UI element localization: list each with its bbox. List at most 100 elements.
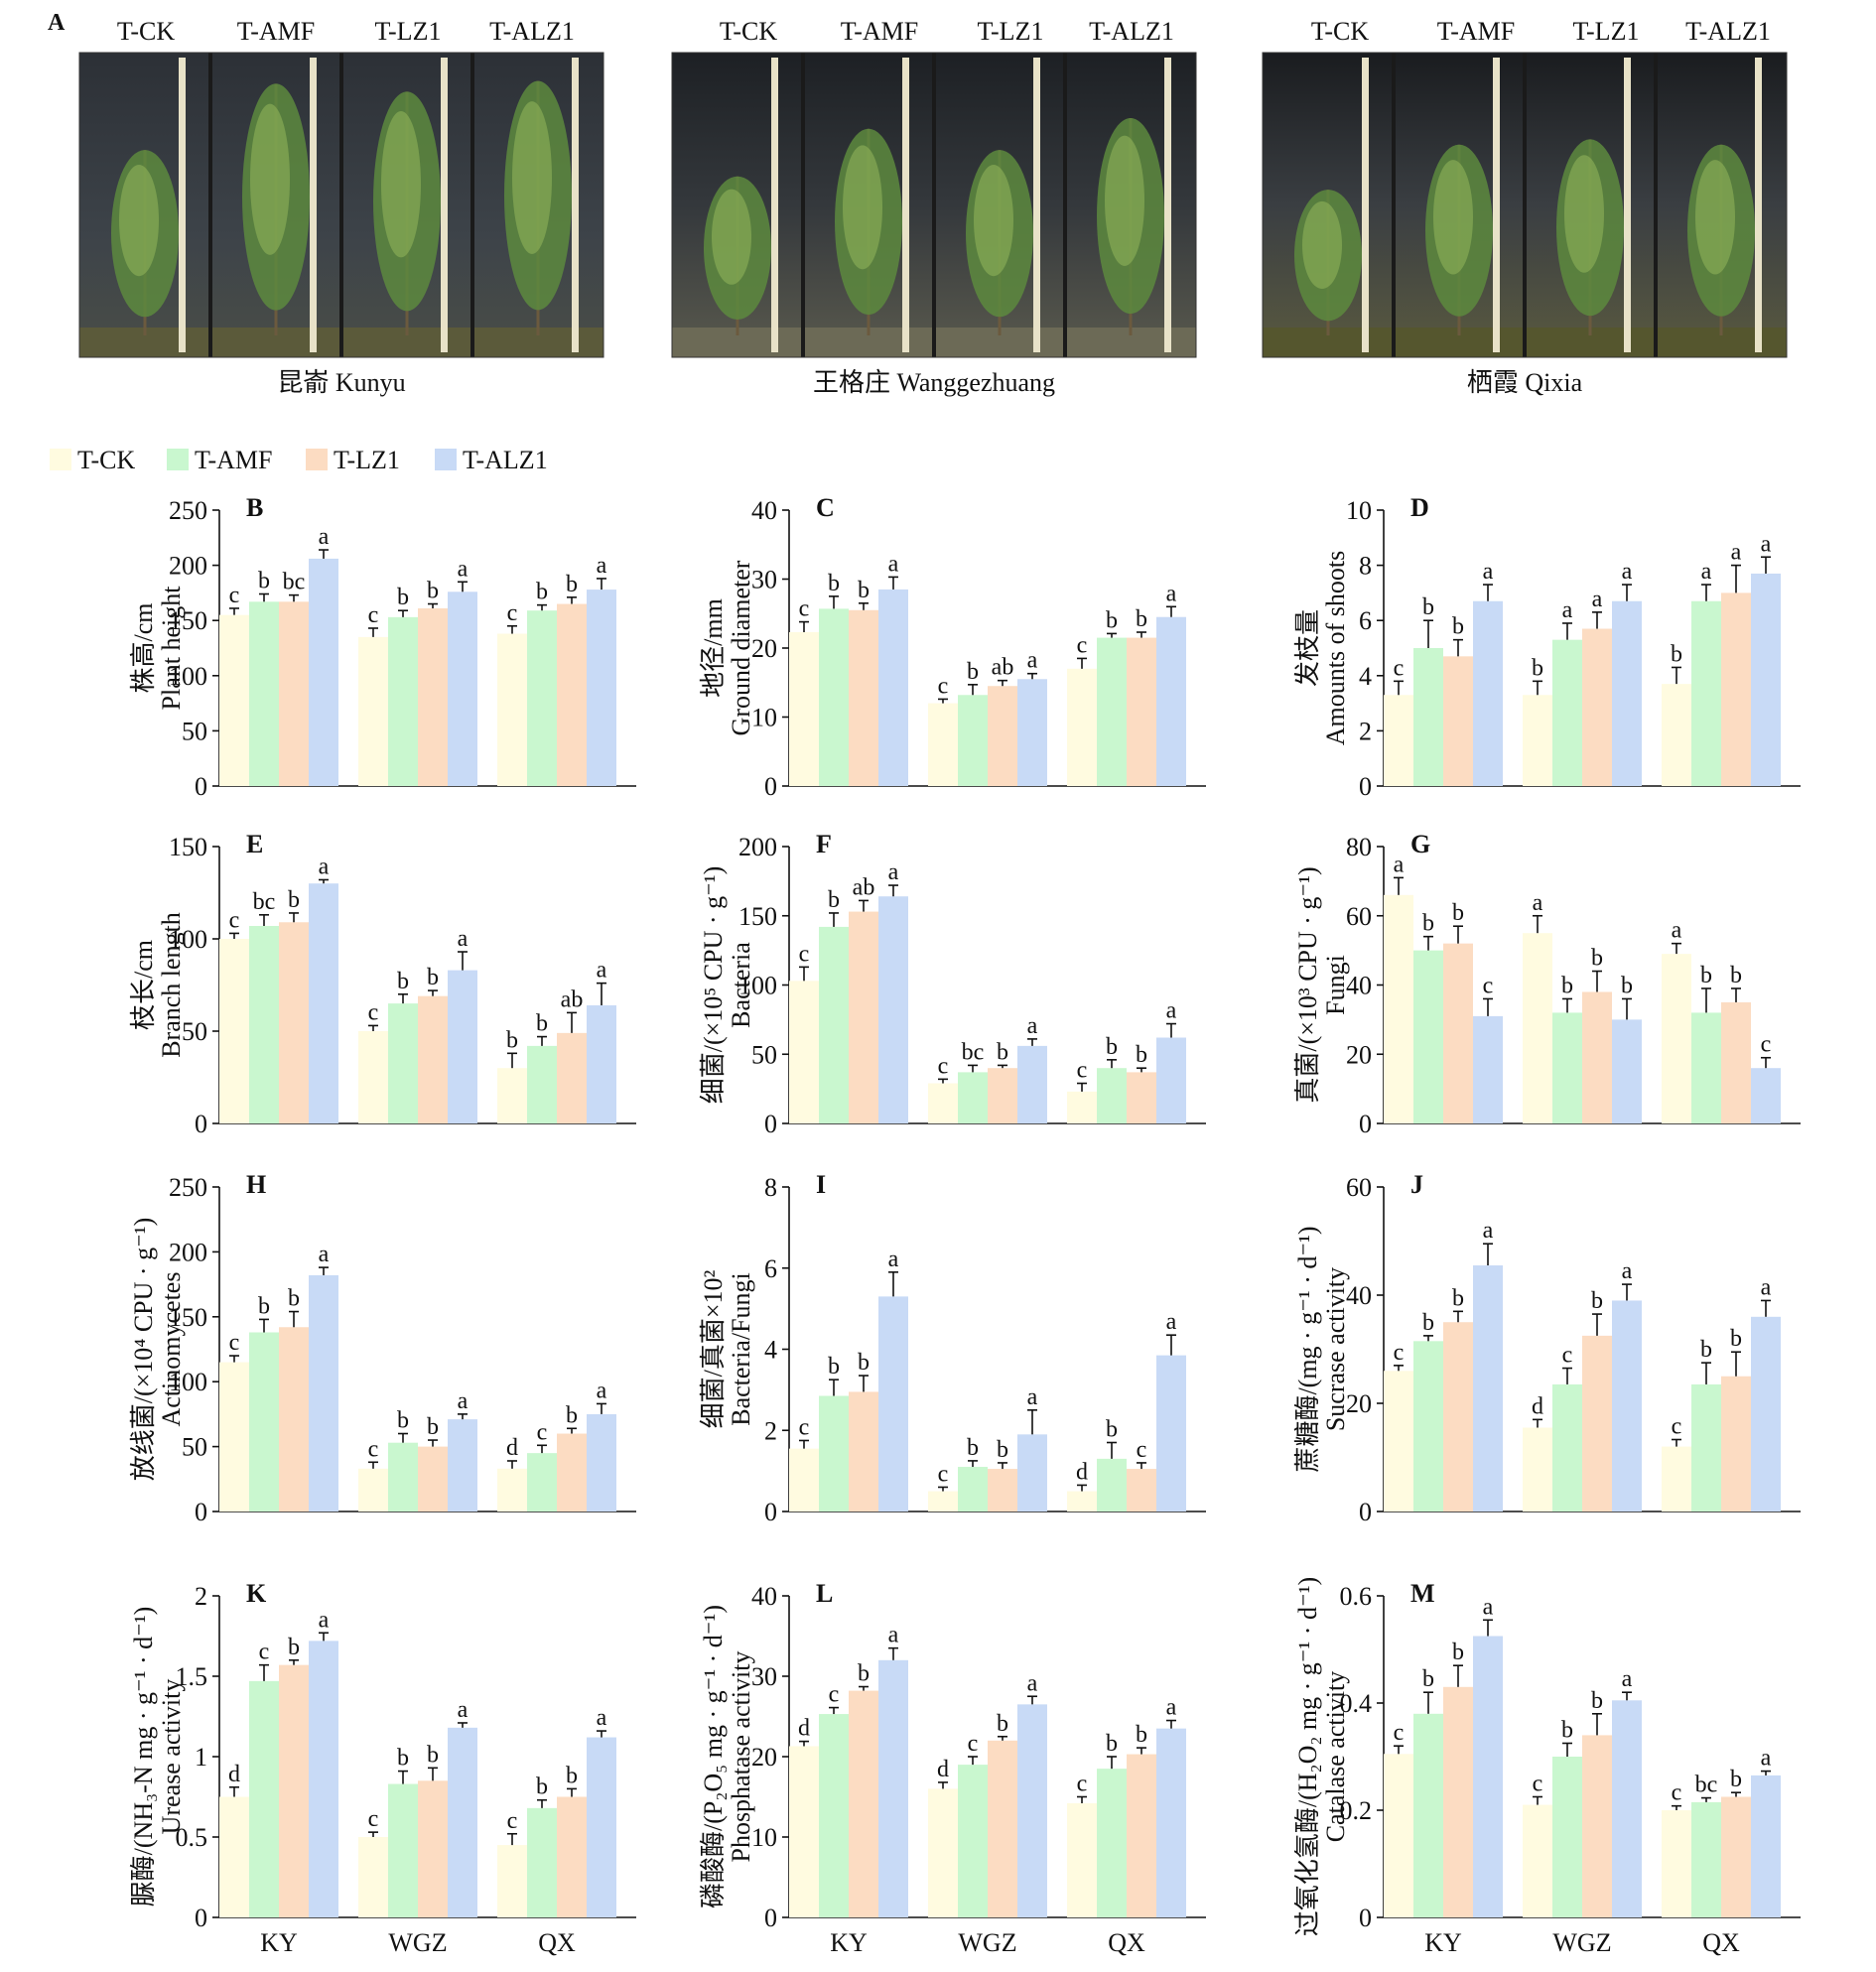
photo-location-label: 王格庄 Wanggezhuang [813, 368, 1055, 397]
significance-letter: b [858, 1661, 870, 1687]
bar [1413, 950, 1443, 1123]
bar [1017, 679, 1047, 786]
bar [448, 1419, 477, 1512]
significance-letter: a [1166, 1695, 1177, 1721]
photo-location-label: 栖霞 Qixia [1467, 368, 1583, 397]
significance-letter: b [828, 1354, 840, 1380]
y-axis-label-cn: 株高/cm [129, 603, 158, 694]
x-tick-label: WGZ [1552, 1928, 1611, 1957]
significance-letter: a [1533, 890, 1543, 916]
y-tick-label: 4 [764, 1336, 777, 1365]
bar [1552, 1012, 1582, 1123]
significance-letter: b [536, 1775, 548, 1800]
significance-letter: c [938, 1053, 949, 1079]
photo-treatment-label: T-AMF [1437, 17, 1516, 46]
bar [988, 1740, 1017, 1917]
y-tick-label: 40 [1346, 972, 1372, 1000]
significance-letter: b [397, 585, 409, 610]
legend-entry: T-AMF [167, 446, 273, 474]
y-tick-label: 150 [169, 1303, 207, 1332]
significance-letter: b [1422, 1310, 1434, 1336]
significance-letter: c [507, 1808, 518, 1834]
panel-label: F [816, 830, 832, 858]
significance-letter: c [368, 999, 379, 1025]
bar [309, 1641, 338, 1917]
bar [789, 981, 819, 1123]
significance-letter: a [1622, 559, 1633, 585]
sapling-foliage-highlight [974, 165, 1013, 277]
photo-treatment-label: T-CK [117, 17, 175, 46]
measuring-pole [902, 58, 909, 352]
significance-letter: b [828, 887, 840, 913]
bar [928, 1491, 958, 1512]
significance-letter: b [1591, 1288, 1603, 1314]
significance-letter: a [888, 1623, 899, 1648]
panel-label: I [816, 1170, 826, 1199]
significance-letter: a [1622, 1258, 1633, 1284]
bar [988, 1469, 1017, 1512]
y-tick-label: 0.2 [1340, 1796, 1373, 1825]
bar [1691, 600, 1721, 786]
significance-letter: b [397, 969, 409, 994]
photo-divider [1392, 53, 1396, 357]
significance-letter: b [1621, 973, 1633, 998]
bar [928, 1788, 958, 1917]
significance-letter: b [1452, 1285, 1464, 1311]
bar [1097, 1769, 1127, 1917]
bar [928, 703, 958, 786]
bar [448, 970, 477, 1123]
significance-letter: c [968, 1731, 979, 1757]
significance-letter: b [288, 1286, 300, 1312]
bar [219, 939, 249, 1123]
significance-letter: a [1622, 1666, 1633, 1692]
significance-letter: a [1761, 1746, 1772, 1772]
significance-letter: b [258, 569, 270, 594]
significance-letter: d [228, 1762, 240, 1787]
y-tick-label: 60 [1346, 1173, 1372, 1202]
sapling-foliage-highlight [712, 189, 751, 285]
significance-letter: ab [853, 874, 875, 900]
y-tick-label: 40 [751, 1582, 777, 1611]
y-tick-label: 0 [764, 1904, 777, 1932]
significance-letter: b [288, 1635, 300, 1660]
significance-letter: b [427, 965, 439, 990]
measuring-pole [572, 58, 579, 352]
significance-letter: b [536, 580, 548, 605]
bar [819, 1714, 849, 1917]
significance-letter: a [1027, 648, 1038, 674]
bar [1552, 1757, 1582, 1917]
bar [587, 1413, 616, 1512]
significance-letter: bc [962, 1039, 985, 1065]
bar [1691, 1012, 1721, 1123]
bar [1017, 1045, 1047, 1123]
measuring-pole [1624, 58, 1631, 352]
x-tick-label: KY [260, 1928, 298, 1957]
y-tick-label: 50 [751, 1040, 777, 1069]
bar [1751, 1775, 1781, 1917]
legend-swatch [50, 449, 71, 470]
significance-letter: c [1077, 1058, 1088, 1084]
bar [1443, 1322, 1473, 1512]
x-tick-label: QX [538, 1928, 576, 1957]
bar [249, 1332, 279, 1512]
photo-divider [1523, 53, 1527, 357]
significance-letter: a [1027, 1013, 1038, 1039]
y-tick-label: 10 [751, 704, 777, 732]
significance-letter: c [799, 596, 810, 622]
y-axis-label-en: Phosphatase activity [727, 1650, 755, 1862]
bar [358, 1837, 388, 1917]
y-tick-label: 2 [195, 1582, 207, 1611]
sapling-foliage-highlight [1302, 200, 1342, 290]
legend-entry: T-LZ1 [306, 446, 400, 474]
bar [878, 1659, 908, 1917]
y-tick-label: 0 [764, 1498, 777, 1526]
significance-letter: a [458, 1388, 469, 1414]
bar [249, 1680, 279, 1917]
significance-letter: b [1700, 1337, 1712, 1363]
y-axis-label-en: Ground diameter [727, 560, 755, 735]
bar [279, 922, 309, 1123]
